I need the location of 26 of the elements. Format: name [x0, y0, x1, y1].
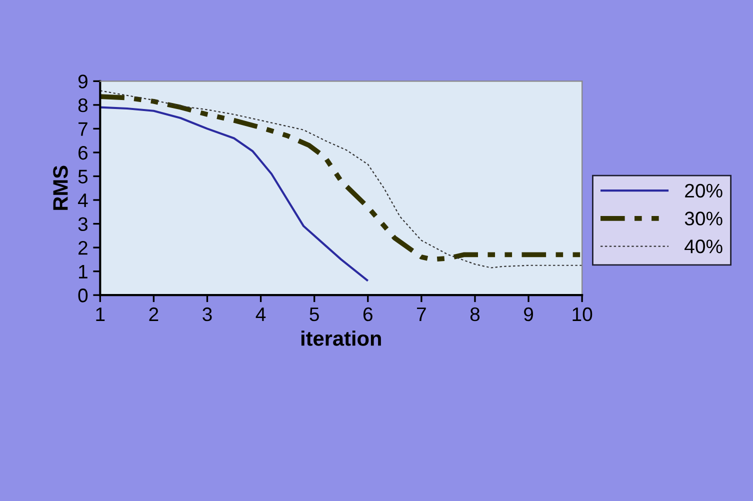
y-tick-label: 7 — [78, 122, 88, 136]
x-tick-label: 10 — [572, 307, 592, 322]
x-tick-label: 6 — [363, 307, 372, 322]
x-tick-label: 8 — [470, 307, 480, 322]
legend-label: 20% — [685, 184, 722, 198]
x-tick-label: 3 — [202, 307, 212, 322]
x-tick-label: 1 — [96, 308, 105, 321]
y-tick-label: 8 — [78, 98, 88, 112]
y-tick-label: 6 — [78, 146, 88, 160]
x-tick-label: 5 — [310, 308, 319, 322]
y-axis-title: RMS — [53, 166, 68, 210]
x-tick-label: 4 — [256, 308, 266, 321]
y-tick-label: 0 — [78, 288, 88, 302]
y-tick-label: 2 — [78, 241, 88, 255]
legend-label: 40% — [684, 240, 722, 254]
y-tick-label: 9 — [78, 74, 88, 88]
y-tick-label: 3 — [78, 217, 88, 232]
y-tick-label: 5 — [78, 170, 88, 184]
x-axis-title: iteration — [301, 330, 381, 346]
line-series — [100, 106, 369, 282]
x-tick-label: 9 — [524, 307, 534, 322]
x-tick-label: 2 — [149, 307, 158, 321]
legend-label: 30% — [684, 212, 722, 226]
y-tick-label: 4 — [78, 194, 88, 208]
y-tick-label: 1 — [79, 264, 88, 278]
x-tick-label: 7 — [417, 308, 426, 321]
